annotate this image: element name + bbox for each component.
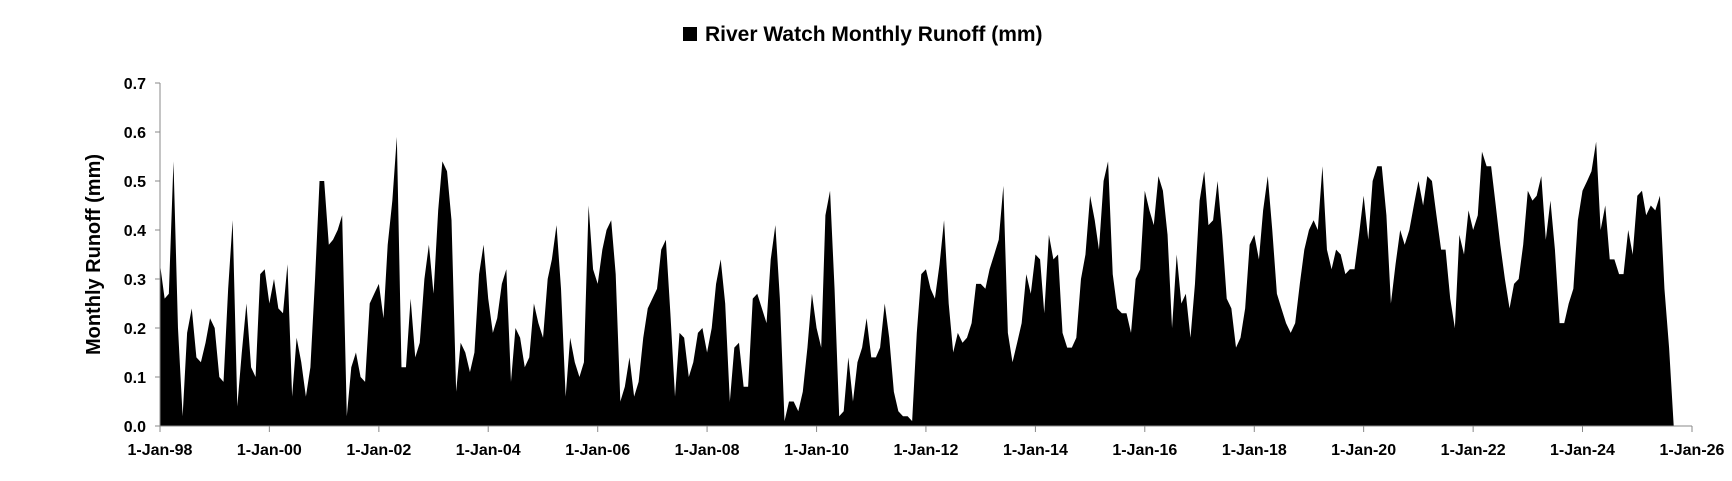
y-tick-label: 0.1 [124,370,146,387]
y-tick-label: 0.0 [124,419,146,436]
y-tick-label: 0.3 [124,272,146,289]
x-tick-label: 1-Jan-98 [128,442,193,459]
x-tick-label: 1-Jan-24 [1550,442,1615,459]
x-tick-label: 1-Jan-04 [456,442,521,459]
legend: River Watch Monthly Runoff (mm) [683,23,1043,46]
y-tick-label: 0.2 [124,321,146,338]
x-tick-label: 1-Jan-10 [784,442,849,459]
x-tick-label: 1-Jan-14 [1003,442,1068,459]
x-tick-label: 1-Jan-08 [675,442,740,459]
x-tick-label: 1-Jan-20 [1331,442,1396,459]
x-tick-label: 1-Jan-02 [346,442,411,459]
x-tick-label: 1-Jan-16 [1112,442,1177,459]
series-area [160,136,1674,426]
y-tick-label: 0.7 [124,76,146,93]
legend-swatch [683,27,697,41]
x-tick-label: 1-Jan-06 [565,442,630,459]
x-tick-label: 1-Jan-22 [1441,442,1506,459]
y-tick-label: 0.5 [124,174,146,191]
y-tick-label: 0.4 [124,223,146,240]
axes: 0.0 0.1 0.2 0.3 0.4 0.5 0.6 0.7 1-Jan-98 1-Jan-0… [124,76,1725,459]
y-ticks: 0.0 0.1 0.2 0.3 0.4 0.5 0.6 0.7 [124,76,160,436]
plot-area [160,136,1674,426]
x-tick-label: 1-Jan-00 [237,442,302,459]
x-tick-label: 1-Jan-18 [1222,442,1287,459]
y-axis-title: Monthly Runoff (mm) [83,154,105,355]
legend-label: River Watch Monthly Runoff (mm) [705,23,1043,46]
x-ticks: 1-Jan-98 1-Jan-00 1-Jan-02 1-Jan-04 1-Jan-06… [128,426,1725,459]
y-tick-label: 0.6 [124,125,146,142]
x-tick-label: 1-Jan-12 [893,442,958,459]
x-tick-label: 1-Jan-26 [1660,442,1725,459]
